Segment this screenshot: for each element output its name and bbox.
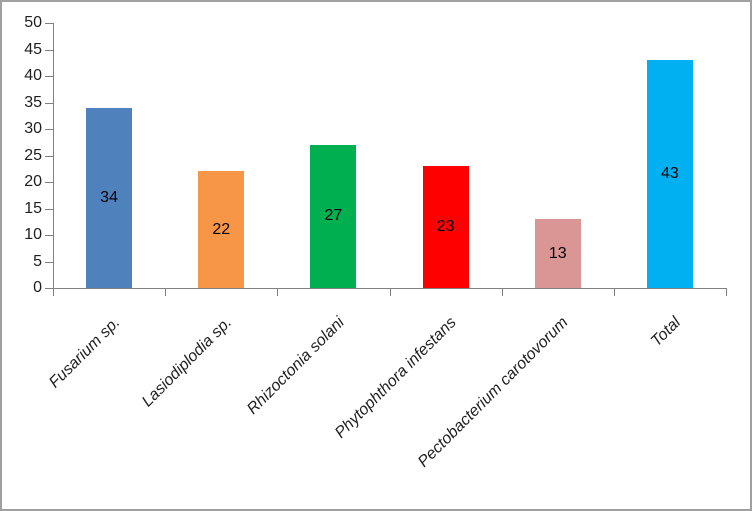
x-tick-mark <box>277 288 279 296</box>
y-tick-mark <box>45 288 53 289</box>
y-tick-label: 50 <box>24 14 42 31</box>
bar-2 <box>310 144 357 288</box>
y-tick-label: 25 <box>24 146 42 164</box>
y-tick-label: 35 <box>24 93 42 111</box>
y-tick-mark <box>45 235 53 236</box>
y-tick-mark <box>45 102 53 104</box>
y-tick-label: 45 <box>24 40 42 58</box>
bar-value-label-3: 23 <box>436 218 455 236</box>
y-tick-label: 10 <box>24 226 42 243</box>
y-tick-label: 40 <box>24 67 42 84</box>
y-tick-mark <box>45 49 53 51</box>
x-axis-label-0: Fusarium sp. <box>45 314 124 392</box>
y-tick-mark <box>45 155 53 157</box>
bar-3 <box>422 166 469 288</box>
x-axis-label-2: Rhizoctonia solani <box>243 314 348 418</box>
x-tick-mark <box>165 288 167 296</box>
y-tick-mark <box>45 129 53 130</box>
y-tick-mark <box>45 23 53 24</box>
bar-0 <box>86 107 133 288</box>
bar-value-label-0: 34 <box>100 188 118 206</box>
y-tick-label: 0 <box>33 279 42 296</box>
x-tick-mark <box>53 288 54 296</box>
y-tick-label: 5 <box>33 252 42 270</box>
y-tick-mark <box>45 182 53 183</box>
bar-4 <box>534 219 581 288</box>
y-axis <box>53 23 54 288</box>
y-tick-label: 15 <box>24 199 42 217</box>
x-tick-mark <box>389 288 391 296</box>
x-axis-label-1: Lasiodiplodia sp. <box>138 314 236 411</box>
bar-1 <box>198 171 245 288</box>
bar-5 <box>646 60 693 288</box>
y-tick-mark <box>45 261 53 263</box>
x-tick-mark <box>501 288 503 296</box>
x-axis-label-5: Total <box>647 314 684 351</box>
bar-value-label-4: 13 <box>548 244 567 262</box>
bar-value-label-5: 43 <box>661 165 679 183</box>
x-tick-mark <box>726 288 727 296</box>
x-axis-label-3: Phytophthora infestans <box>331 314 460 442</box>
bar-value-label-1: 22 <box>212 220 231 238</box>
y-tick-mark <box>45 208 53 210</box>
bar-value-label-2: 27 <box>324 207 343 225</box>
x-tick-mark <box>613 288 615 296</box>
y-tick-label: 20 <box>24 173 42 190</box>
y-tick-mark <box>45 76 53 77</box>
y-tick-label: 30 <box>24 120 42 137</box>
